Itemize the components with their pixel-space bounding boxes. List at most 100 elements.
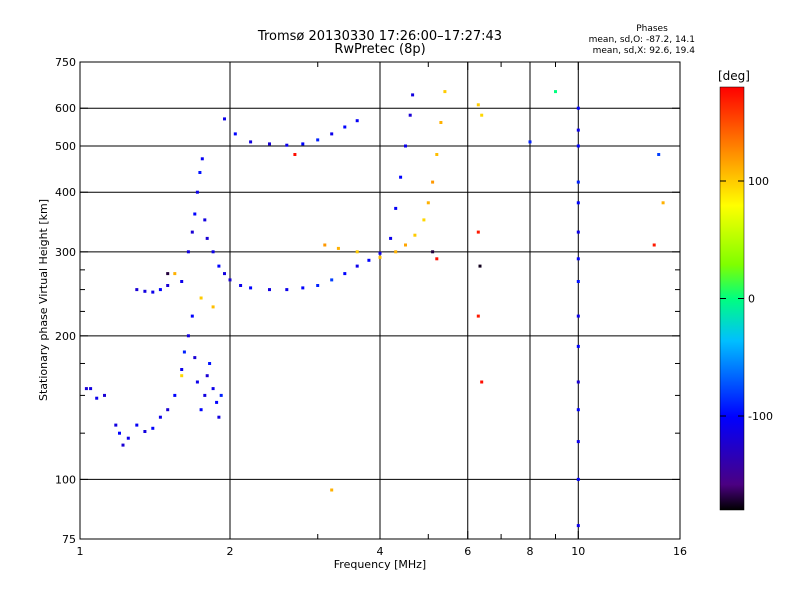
data-point (476, 103, 480, 107)
data-point (135, 423, 139, 427)
data-point (208, 362, 212, 365)
colorbar-tick-label: -100 (748, 410, 773, 423)
data-point (431, 180, 435, 184)
data-point (355, 119, 359, 123)
data-point (576, 257, 580, 261)
data-point (355, 264, 359, 268)
data-point (576, 524, 580, 528)
data-point (476, 314, 480, 318)
data-point (143, 289, 147, 293)
data-point (158, 415, 162, 419)
data-point (84, 387, 88, 391)
data-point (173, 272, 177, 276)
data-point (195, 380, 199, 384)
x-tick-label: 4 (377, 545, 384, 558)
data-point (223, 272, 226, 276)
y-tick-label: 600 (55, 102, 76, 115)
data-point (173, 393, 177, 397)
data-point (343, 272, 347, 276)
data-point (389, 236, 393, 240)
data-point (367, 258, 371, 262)
phases-o-stats: mean, sd,O: -87.2, 14.1 (589, 35, 695, 45)
data-point (576, 230, 580, 234)
y-tick-label: 75 (62, 533, 76, 546)
data-point (443, 90, 447, 94)
data-point (211, 387, 215, 391)
x-tick-label: 10 (571, 545, 585, 558)
data-point (268, 142, 271, 146)
data-point (285, 288, 289, 292)
data-point (223, 117, 226, 121)
data-point (205, 374, 209, 378)
data-point (426, 201, 430, 205)
data-point (166, 408, 170, 412)
data-point (576, 280, 580, 283)
x-tick-label: 6 (464, 545, 471, 558)
phases-heading: Phases (636, 24, 668, 34)
data-point (195, 190, 199, 194)
data-point (199, 296, 203, 300)
data-point (576, 180, 580, 184)
colorbar-ticks: 100 0 -100 (720, 175, 773, 423)
data-point (233, 132, 237, 136)
data-point (576, 144, 580, 148)
data-point (126, 436, 130, 440)
data-point (135, 288, 139, 292)
data-point (89, 387, 93, 391)
data-point (203, 218, 207, 222)
data-point (211, 305, 215, 309)
data-point (180, 368, 184, 371)
data-point (114, 423, 118, 427)
y-axis-ticks: 75 100 200 300 400 500 600 750 (55, 56, 680, 546)
data-point (330, 278, 334, 282)
data-point (343, 125, 347, 129)
data-point (478, 264, 482, 268)
data-point (576, 440, 580, 444)
data-point (249, 140, 253, 144)
data-point (576, 106, 580, 110)
data-point (118, 431, 121, 435)
data-point (576, 380, 580, 384)
data-point (95, 396, 99, 400)
data-point (657, 153, 661, 156)
data-point (661, 201, 665, 205)
data-point (554, 90, 557, 94)
data-point (394, 206, 398, 210)
x-tick-label: 2 (227, 545, 234, 558)
data-point (399, 175, 403, 179)
data-point (435, 257, 439, 261)
data-point (316, 138, 320, 142)
data-point (219, 393, 223, 397)
data-points (84, 90, 665, 528)
data-point (576, 201, 580, 205)
data-point (528, 140, 532, 144)
colorbar-label: [deg] (718, 69, 750, 83)
data-point (408, 113, 412, 117)
data-point (190, 314, 194, 318)
colorbar-tick-label: 0 (748, 293, 755, 306)
data-point (378, 255, 382, 259)
data-point (166, 284, 170, 287)
data-point (301, 142, 305, 146)
data-point (193, 212, 197, 216)
data-point (205, 236, 209, 240)
grid-lines (80, 62, 680, 539)
x-tick-label: 16 (673, 545, 687, 558)
data-point (323, 243, 327, 247)
data-point (228, 278, 232, 282)
data-point (186, 250, 190, 254)
x-axis-ticks: 1 2 4 6 8 10 16 (77, 62, 687, 558)
data-point (576, 344, 580, 348)
data-point (186, 334, 190, 338)
x-tick-label: 8 (527, 545, 534, 558)
data-point (215, 400, 219, 404)
y-tick-label: 500 (55, 140, 76, 153)
data-point (411, 93, 415, 97)
data-point (431, 250, 435, 254)
data-point (435, 153, 439, 156)
data-point (316, 284, 320, 287)
data-point (166, 272, 170, 276)
data-point (268, 288, 271, 292)
data-point (394, 250, 398, 254)
data-point (200, 157, 204, 161)
